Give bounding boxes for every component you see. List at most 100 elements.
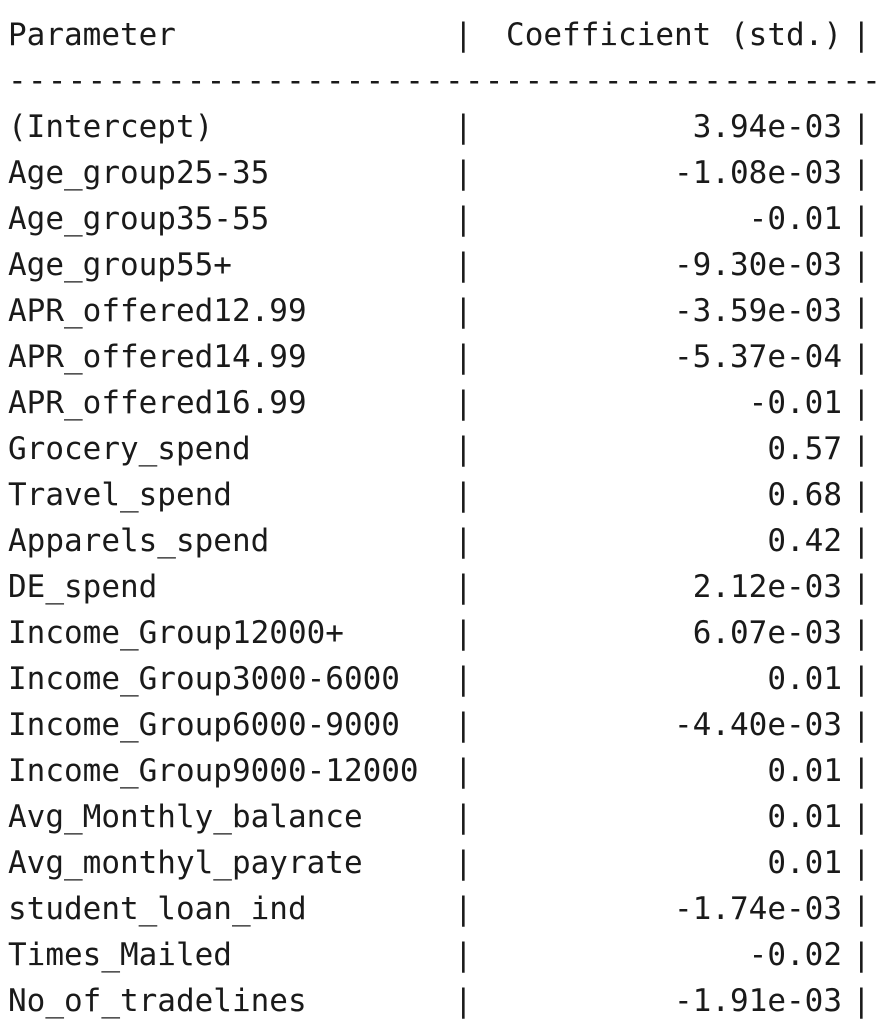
column-separator: | — [454, 477, 473, 513]
column-separator: | — [454, 983, 473, 1019]
table-row: Income_Group9000-12000 | 0.01 | — [8, 748, 878, 794]
table-row: Income_Group3000-6000 | 0.01 | — [8, 656, 878, 702]
column-separator: | — [454, 293, 473, 329]
coefficient-cell: 0.01 — [767, 661, 842, 697]
column-separator-end: | — [852, 937, 871, 973]
column-separator-end: | — [852, 201, 871, 237]
coefficient-cell: 0.57 — [767, 431, 842, 467]
header-parameter: Parameter — [8, 17, 176, 53]
table-row: No_of_tradelines | -1.91e-03 | — [8, 978, 878, 1024]
column-separator-end: | — [852, 891, 871, 927]
table-row: Income_Group6000-9000 | -4.40e-03 | — [8, 702, 878, 748]
column-separator: | — [454, 431, 473, 467]
table-row: Times_Mailed | -0.02 | — [8, 932, 878, 978]
table-row: student_loan_ind | -1.74e-03 | — [8, 886, 878, 932]
coefficient-cell: 0.42 — [767, 523, 842, 559]
column-separator: | — [454, 845, 473, 881]
column-separator: | — [454, 799, 473, 835]
table-row: Age_group55+ | -9.30e-03 | — [8, 242, 878, 288]
parameter-cell: Grocery_spend — [8, 431, 251, 467]
table-row: Avg_Monthly_balance | 0.01 | — [8, 794, 878, 840]
column-separator-end: | — [852, 523, 871, 559]
table-row: DE_spend | 2.12e-03 | — [8, 564, 878, 610]
column-separator-end: | — [852, 247, 871, 283]
column-separator: | — [454, 523, 473, 559]
column-separator-end: | — [852, 155, 871, 191]
table-row: (Intercept) | 3.94e-03 | — [8, 104, 878, 150]
column-separator-end: | — [852, 569, 871, 605]
column-separator-end: | — [852, 17, 871, 53]
table-row: Income_Group12000+ | 6.07e-03 | — [8, 610, 878, 656]
coefficient-cell: 0.01 — [767, 845, 842, 881]
column-separator: | — [454, 247, 473, 283]
parameter-cell: APR_offered12.99 — [8, 293, 307, 329]
coefficient-cell: 2.12e-03 — [692, 569, 842, 605]
column-separator-end: | — [852, 799, 871, 835]
column-separator: | — [454, 891, 473, 927]
table-row: Travel_spend | 0.68 | — [8, 472, 878, 518]
coefficient-cell: -0.01 — [748, 385, 842, 421]
coefficient-cell: -9.30e-03 — [674, 247, 842, 283]
parameter-cell: Avg_Monthly_balance — [8, 799, 363, 835]
column-separator: | — [454, 155, 473, 191]
column-separator: | — [454, 385, 473, 421]
column-separator: | — [454, 569, 473, 605]
table-row: APR_offered14.99 | -5.37e-04 | — [8, 334, 878, 380]
coefficient-cell: -1.74e-03 — [674, 891, 842, 927]
column-separator: | — [454, 937, 473, 973]
column-separator-end: | — [852, 845, 871, 881]
table-row: APR_offered16.99 | -0.01 | — [8, 380, 878, 426]
column-separator-end: | — [852, 385, 871, 421]
parameter-cell: Age_group55+ — [8, 247, 232, 283]
coefficient-cell: 6.07e-03 — [692, 615, 842, 651]
parameter-cell: (Intercept) — [8, 109, 214, 145]
column-separator-end: | — [852, 707, 871, 743]
table-row: Age_group35-55 | -0.01 | — [8, 196, 878, 242]
coefficient-cell: -0.02 — [748, 937, 842, 973]
parameter-cell: APR_offered14.99 — [8, 339, 307, 375]
table-row: Avg_monthyl_payrate | 0.01 | — [8, 840, 878, 886]
parameter-cell: Age_group25-35 — [8, 155, 270, 191]
table-row: Age_group25-35 | -1.08e-03 | — [8, 150, 878, 196]
parameter-cell: APR_offered16.99 — [8, 385, 307, 421]
column-separator-end: | — [852, 109, 871, 145]
parameter-cell: Income_Group3000-6000 — [8, 661, 400, 697]
table-header-row: Parameter | Coefficient (std.) | — [8, 12, 878, 58]
parameter-cell: No_of_tradelines — [8, 983, 307, 1019]
column-separator-end: | — [852, 293, 871, 329]
coefficient-cell: -0.01 — [748, 201, 842, 237]
parameter-cell: Times_Mailed — [8, 937, 232, 973]
coefficient-table: Parameter | Coefficient (std.) | -------… — [8, 12, 878, 1024]
parameter-cell: Income_Group12000+ — [8, 615, 344, 651]
column-separator: | — [454, 615, 473, 651]
parameter-cell: DE_spend — [8, 569, 158, 605]
parameter-cell: student_loan_ind — [8, 891, 307, 927]
column-separator: | — [454, 201, 473, 237]
coefficient-cell: 0.01 — [767, 753, 842, 789]
header-coefficient: Coefficient (std.) — [506, 17, 842, 53]
parameter-cell: Avg_monthyl_payrate — [8, 845, 363, 881]
coefficient-cell: 3.94e-03 — [692, 109, 842, 145]
column-separator-end: | — [852, 983, 871, 1019]
column-separator: | — [454, 339, 473, 375]
column-separator: | — [454, 707, 473, 743]
coefficient-cell: -3.59e-03 — [674, 293, 842, 329]
column-separator-end: | — [852, 615, 871, 651]
table-row: Apparels_spend | 0.42 | — [8, 518, 878, 564]
header-rule: ----------------------------------------… — [8, 63, 878, 99]
column-separator-end: | — [852, 477, 871, 513]
coefficient-cell: 0.68 — [767, 477, 842, 513]
table-body: (Intercept) | 3.94e-03 | Age_group25-35 | -1.0… — [8, 104, 878, 1024]
column-separator-end: | — [852, 661, 871, 697]
parameter-cell: Travel_spend — [8, 477, 232, 513]
column-separator: | — [454, 109, 473, 145]
parameter-cell: Income_Group6000-9000 — [8, 707, 400, 743]
parameter-cell: Age_group35-55 — [8, 201, 270, 237]
table-row: APR_offered12.99 | -3.59e-03 | — [8, 288, 878, 334]
column-separator: | — [454, 753, 473, 789]
column-separator-end: | — [852, 339, 871, 375]
parameter-cell: Income_Group9000-12000 — [8, 753, 419, 789]
coefficient-cell: -1.91e-03 — [674, 983, 842, 1019]
coefficient-cell: -5.37e-04 — [674, 339, 842, 375]
coefficient-cell: -4.40e-03 — [674, 707, 842, 743]
